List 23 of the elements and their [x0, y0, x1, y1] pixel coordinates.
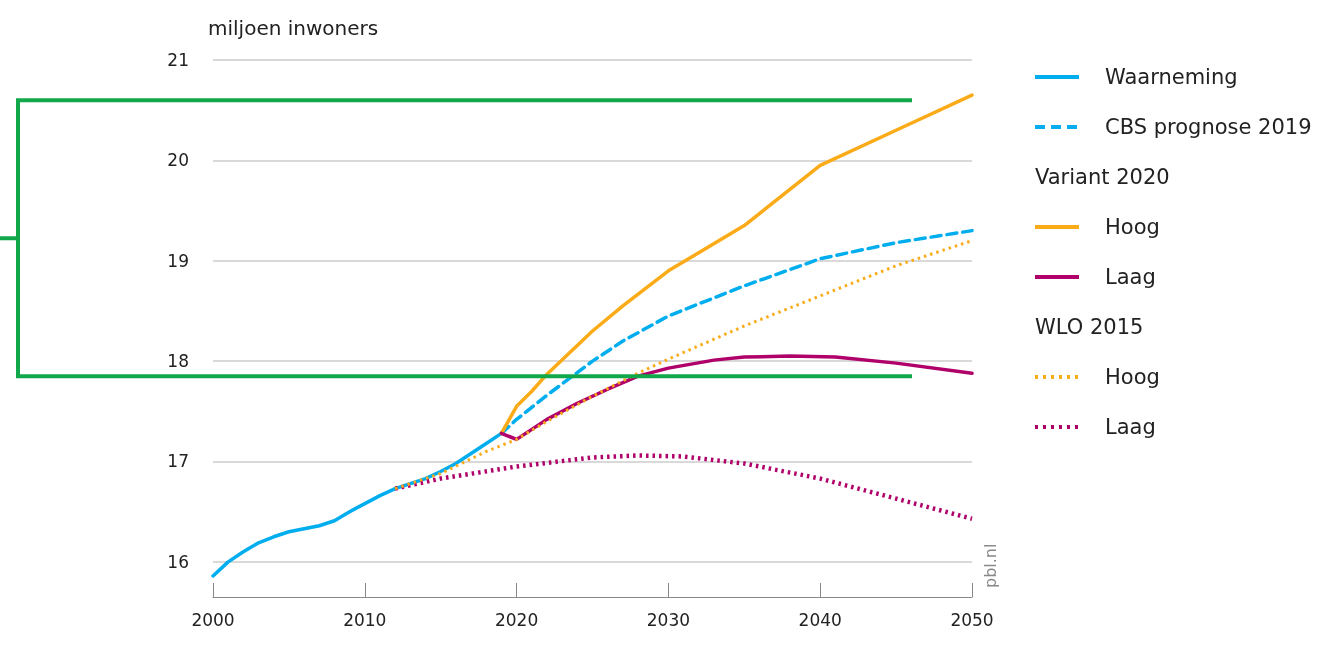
legend-label: Laag — [1105, 415, 1156, 439]
y-tick-label: 16 — [167, 551, 189, 572]
text: pbl.nl — [980, 543, 1000, 588]
y-tick-label: 19 — [167, 250, 189, 271]
legend-label: Laag — [1105, 265, 1156, 289]
y-tick-label: 20 — [167, 150, 189, 171]
legend-label: Hoog — [1105, 215, 1160, 239]
x-tick-label: 2020 — [494, 609, 539, 630]
x-tick-label: 2000 — [191, 609, 235, 630]
x-tick-label: 2040 — [798, 609, 842, 630]
y-tick-label: 17 — [167, 451, 189, 472]
y-tick-label: 21 — [167, 50, 189, 70]
legend-label: CBS prognose 2019 — [1105, 115, 1312, 139]
y-tick-label: 18 — [167, 351, 189, 372]
line-series — [392, 453, 975, 521]
x-tick-label: 2030 — [646, 609, 691, 630]
x-tick-label: 2010 — [343, 609, 387, 630]
text: WLO 2015 — [1035, 314, 1145, 341]
text: Variant 2020 — [1035, 164, 1171, 191]
x-tick-label: 2050 — [950, 609, 994, 630]
legend-label: Waarneming — [1105, 65, 1238, 89]
y-axis-title: miljoen inwoners — [208, 16, 379, 40]
legend-label: Hoog — [1105, 365, 1160, 389]
